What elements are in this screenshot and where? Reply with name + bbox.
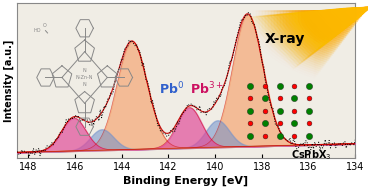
Text: X-ray: X-ray — [264, 32, 305, 46]
Polygon shape — [305, 7, 368, 40]
Text: N: N — [83, 68, 86, 73]
Polygon shape — [280, 7, 368, 52]
Polygon shape — [277, 7, 368, 53]
Text: Pb$^{3+}$: Pb$^{3+}$ — [190, 80, 224, 97]
Polygon shape — [298, 7, 368, 43]
Polygon shape — [270, 7, 368, 57]
Polygon shape — [333, 7, 368, 26]
Polygon shape — [294, 7, 368, 45]
Polygon shape — [346, 7, 368, 19]
Text: HO: HO — [33, 28, 41, 33]
Polygon shape — [263, 7, 368, 60]
Polygon shape — [322, 7, 368, 31]
Polygon shape — [339, 7, 368, 23]
Text: CsPbX$_3$: CsPbX$_3$ — [291, 148, 331, 162]
Polygon shape — [273, 7, 368, 55]
Polygon shape — [343, 7, 368, 21]
Polygon shape — [284, 7, 368, 50]
Polygon shape — [308, 7, 368, 38]
Polygon shape — [336, 7, 368, 25]
Polygon shape — [253, 7, 368, 65]
Polygon shape — [256, 7, 368, 64]
Polygon shape — [301, 7, 368, 42]
X-axis label: Binding Energy [eV]: Binding Energy [eV] — [123, 175, 248, 186]
Polygon shape — [319, 7, 368, 33]
Text: N: N — [83, 82, 86, 87]
Polygon shape — [291, 7, 368, 47]
Polygon shape — [267, 7, 368, 59]
Polygon shape — [312, 7, 368, 36]
Text: Pb$^0$: Pb$^0$ — [159, 80, 184, 97]
Polygon shape — [326, 7, 368, 30]
Y-axis label: Intensity [a.u.]: Intensity [a.u.] — [3, 39, 14, 122]
Text: N-Zn-N: N-Zn-N — [76, 75, 93, 80]
Polygon shape — [329, 7, 368, 28]
Polygon shape — [260, 7, 368, 62]
Polygon shape — [315, 7, 368, 35]
Polygon shape — [287, 7, 368, 48]
Text: O: O — [43, 23, 46, 28]
